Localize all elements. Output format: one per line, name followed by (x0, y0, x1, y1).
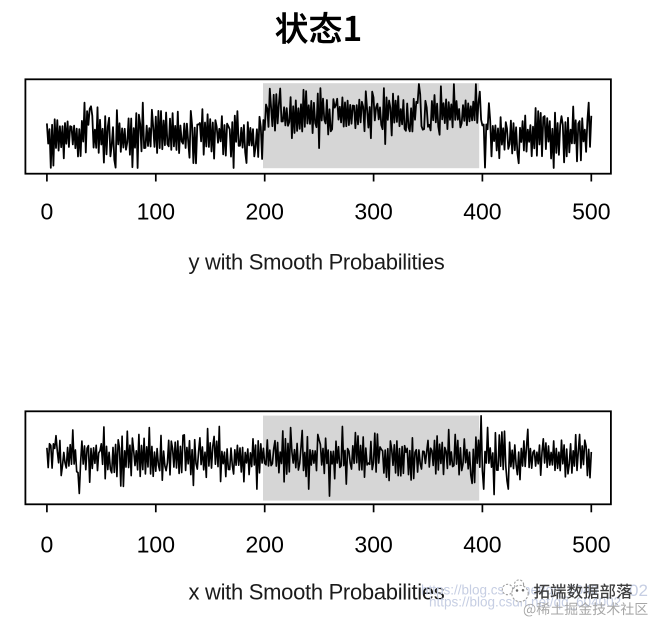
svg-text:400: 400 (463, 199, 501, 225)
svg-text:02: 02 (629, 581, 648, 600)
svg-text:500: 500 (572, 532, 610, 558)
svg-text:100: 100 (137, 199, 175, 225)
svg-text:0: 0 (41, 199, 54, 225)
svg-text:200: 200 (246, 199, 284, 225)
svg-text:300: 300 (354, 199, 392, 225)
svg-text:x with Smooth Probabilities: x with Smooth Probabilities (188, 580, 444, 605)
svg-text:200: 200 (246, 532, 284, 558)
svg-text:y with Smooth Probabilities: y with Smooth Probabilities (188, 250, 444, 275)
svg-text:0: 0 (41, 532, 54, 558)
svg-text:100: 100 (137, 532, 175, 558)
svg-text:300: 300 (354, 532, 392, 558)
svg-text:500: 500 (572, 199, 610, 225)
svg-text:400: 400 (463, 532, 501, 558)
